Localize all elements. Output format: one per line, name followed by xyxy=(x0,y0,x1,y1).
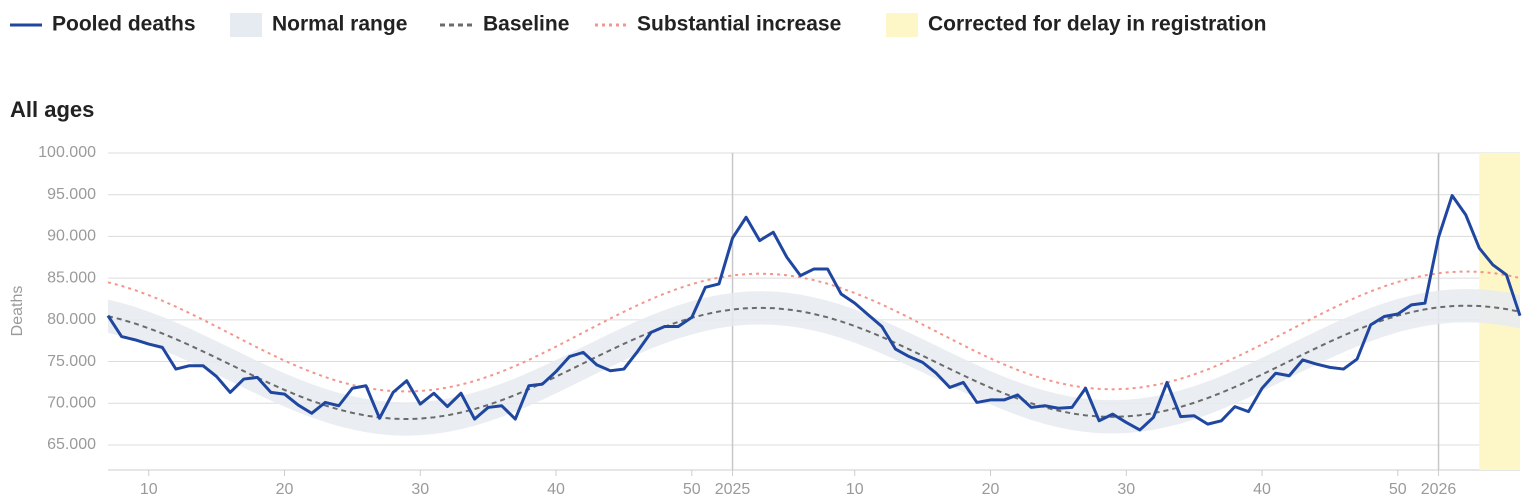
series-line xyxy=(107,304,1521,421)
legend-label: Pooled deaths xyxy=(52,13,196,36)
x-tick-label: 30 xyxy=(411,481,429,498)
legend-swatch xyxy=(886,13,918,37)
x-tick-label: 20 xyxy=(276,481,294,498)
legend-label: Corrected for delay in registration xyxy=(928,13,1266,36)
y-tick-label: 65.000 xyxy=(47,436,96,453)
y-tick-label: 80.000 xyxy=(47,311,96,328)
x-tick-label: 50 xyxy=(683,481,701,498)
x-tick-label: 10 xyxy=(846,481,864,498)
y-tick-label: 85.000 xyxy=(47,269,96,286)
y-tick-label: 75.000 xyxy=(47,353,96,370)
y-tick-label: 90.000 xyxy=(47,228,96,245)
x-tick-label: 2026 xyxy=(1421,481,1457,498)
legend-label: Normal range xyxy=(272,13,407,36)
legend-swatch xyxy=(230,13,262,37)
legend-label: Substantial increase xyxy=(637,13,841,36)
series-line xyxy=(106,194,1522,432)
x-tick-label: 40 xyxy=(547,481,565,498)
x-tick-label: 10 xyxy=(140,481,158,498)
y-axis-label: Deaths xyxy=(9,286,26,337)
x-tick-label: 2025 xyxy=(715,481,751,498)
y-tick-label: 70.000 xyxy=(47,394,96,411)
chart-title: All ages xyxy=(10,97,94,122)
x-tick-label: 40 xyxy=(1253,481,1271,498)
y-tick-label: 95.000 xyxy=(47,186,96,203)
x-tick-label: 20 xyxy=(982,481,1000,498)
x-tick-label: 30 xyxy=(1117,481,1135,498)
legend: Pooled deaths Normal range Baseline Subs… xyxy=(10,13,1266,37)
y-tick-label: 100.000 xyxy=(38,144,96,161)
x-tick-label: 50 xyxy=(1389,481,1407,498)
series-line xyxy=(107,270,1521,393)
normal-range xyxy=(108,288,1520,436)
legend-label: Baseline xyxy=(483,13,569,36)
